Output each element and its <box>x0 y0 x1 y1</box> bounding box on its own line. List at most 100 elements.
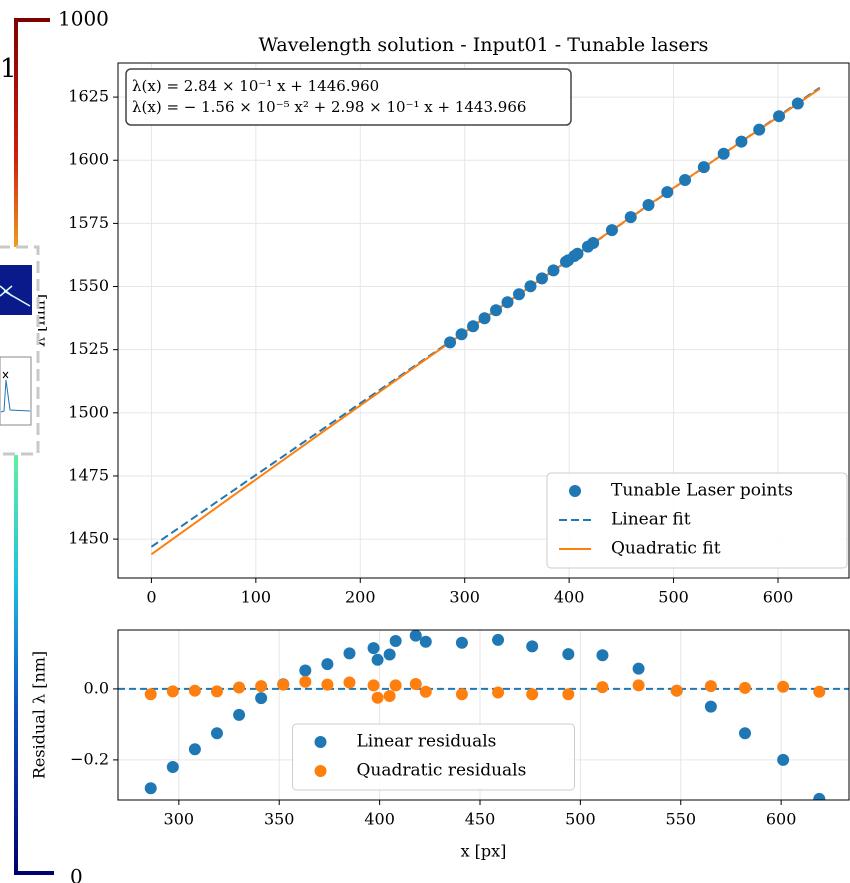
x-tick-label: 600 <box>763 588 794 607</box>
x-tick-label: 400 <box>364 810 395 829</box>
data-point <box>409 630 422 642</box>
data-point <box>661 186 674 199</box>
data-point <box>343 647 356 660</box>
data-point <box>467 320 480 333</box>
data-point <box>455 328 468 341</box>
x-tick-label: 300 <box>449 588 480 607</box>
legend-label: Tunable Laser points <box>611 481 793 501</box>
data-point <box>383 690 396 703</box>
data-point <box>697 161 710 174</box>
axes-frame <box>117 62 850 579</box>
plot-thumbnail <box>0 356 32 426</box>
data-point <box>535 272 548 285</box>
data-point <box>777 753 790 766</box>
data-point <box>383 648 396 661</box>
y-axis-label: Residual λ [nm] <box>30 651 49 779</box>
data-point <box>632 679 645 692</box>
legend-label: Quadratic fit <box>611 539 721 559</box>
data-point <box>210 685 223 698</box>
x-tick-label: 400 <box>554 588 585 607</box>
data-point <box>188 743 201 756</box>
y-tick-label: 1575 <box>68 213 109 232</box>
data-point <box>409 677 422 690</box>
colorbar <box>14 455 18 875</box>
data-point <box>419 685 432 698</box>
legend-box <box>546 472 848 569</box>
data-point <box>777 680 790 693</box>
data-point <box>255 692 268 705</box>
legend-marker <box>314 736 327 748</box>
y-tick-label: 1600 <box>68 150 109 169</box>
data-point <box>277 678 290 691</box>
thumbnail-marker <box>2 371 9 379</box>
data-point <box>587 237 600 250</box>
chart: 0 100 200 300 400 500 600 1450 1475 1500 1525 1550 1… <box>30 34 850 607</box>
data-point <box>371 691 384 704</box>
y-tick-label: −0.2 <box>70 749 109 768</box>
legend: Linear residuals Quadratic residuals <box>292 723 575 791</box>
annotation: λ(x) = 2.84 × 10⁻¹ x + 1446.960 <box>132 77 379 95</box>
legend: Tunable Laser points Linear fit Quadratic … <box>546 472 848 569</box>
data-point <box>526 640 539 653</box>
data-point <box>513 288 526 301</box>
colorbar-cap <box>14 18 50 22</box>
data-point <box>526 688 539 701</box>
plot-content <box>118 630 849 800</box>
data-point <box>233 681 246 694</box>
data-point <box>188 684 201 697</box>
x-tick-label: 100 <box>241 588 272 607</box>
data-point <box>679 173 692 186</box>
data-point <box>233 708 246 721</box>
data-point <box>444 336 457 349</box>
data-point <box>321 658 334 671</box>
data-point <box>419 635 432 648</box>
x-tick-label: 0 <box>146 588 156 607</box>
data-point <box>791 97 804 110</box>
data-point <box>343 676 356 689</box>
data-point <box>478 312 491 325</box>
y-tick-label: 1625 <box>68 87 109 106</box>
data-point <box>501 296 514 309</box>
x-tick-label: 200 <box>345 588 376 607</box>
data-point <box>562 688 575 701</box>
data-point <box>562 648 575 661</box>
y-tick-label: 1500 <box>68 402 109 421</box>
y-tick-label: 1475 <box>68 465 109 484</box>
data-point <box>642 199 655 212</box>
x-tick-label: 350 <box>264 810 295 829</box>
chart: 300 350 400 450 500 550 600 0.0 −0.2 x [px] Residu… <box>30 629 850 861</box>
data-point <box>492 686 505 699</box>
x-axis-label: x [px] <box>461 842 507 861</box>
data-point <box>571 247 584 260</box>
figure: 0 100 200 300 400 500 600 1450 1475 1500 1525 1550 1… <box>30 34 850 861</box>
data-point <box>455 636 468 649</box>
y-tick-label: 0.0 <box>84 678 109 697</box>
chart-title: Wavelength solution - Input01 - Tunable … <box>259 34 709 56</box>
legend-marker <box>314 765 327 777</box>
data-point <box>524 280 537 293</box>
partial-text: 1 <box>0 54 17 84</box>
data-point <box>813 792 826 800</box>
x-tick-label: 600 <box>766 810 797 829</box>
thumbnail-line <box>0 379 31 413</box>
data-point <box>371 653 384 666</box>
data-point <box>813 685 826 698</box>
data-point <box>210 727 223 740</box>
data-point <box>605 224 618 237</box>
x-tick-label: 300 <box>164 810 195 829</box>
data-point <box>255 680 268 693</box>
data-point <box>753 123 766 136</box>
annotation-box <box>125 68 572 126</box>
data-point <box>596 649 609 662</box>
x-tick-label: 450 <box>465 810 496 829</box>
x-tick-label: 500 <box>565 810 596 829</box>
colorbar <box>14 18 18 250</box>
legend-label: Quadratic residuals <box>357 761 527 781</box>
thumbnail-marker <box>0 285 31 307</box>
data-point <box>367 642 380 655</box>
data-point <box>455 688 468 701</box>
side-panel: 1000 0 1 <box>0 7 109 883</box>
x-tick-label: 500 <box>658 588 689 607</box>
legend-label: Linear residuals <box>357 732 497 752</box>
